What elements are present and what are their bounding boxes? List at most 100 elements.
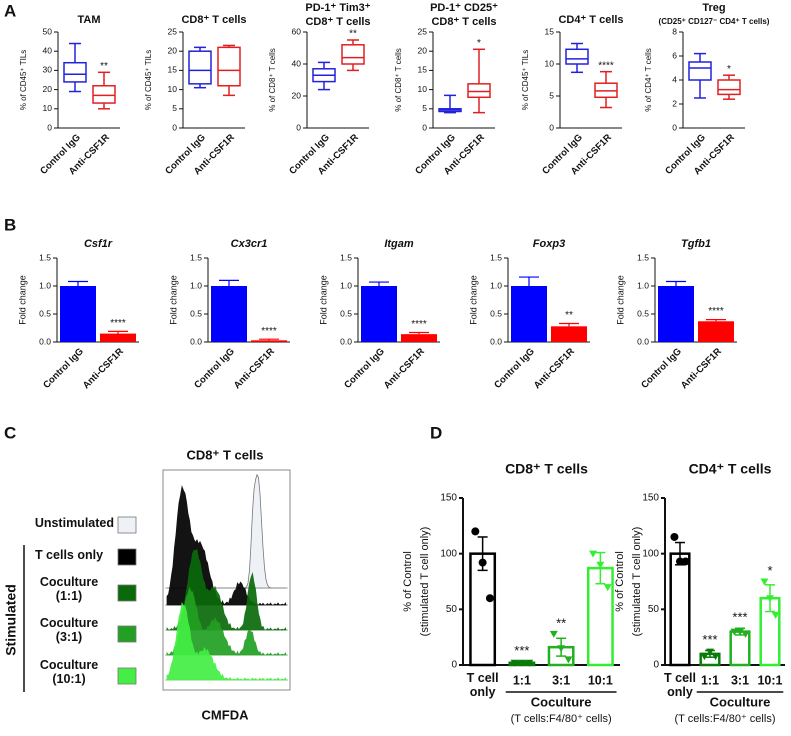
significance: *** xyxy=(732,610,747,625)
label-box: T cell only xyxy=(664,672,696,699)
x-tick-label: Anti-CSF1R xyxy=(382,346,427,391)
legend-swatch xyxy=(117,667,137,685)
y-axis-label: % of CD4⁺ T cells xyxy=(644,48,653,112)
bar xyxy=(698,321,734,342)
data-point xyxy=(596,561,605,569)
legend-swatch xyxy=(117,625,137,643)
chart-title: CD4⁺ T cells xyxy=(689,461,772,477)
data-point xyxy=(676,557,684,566)
y-tick-label: 1.0 xyxy=(637,280,649,290)
label-box: Coculture (3:1) xyxy=(39,617,99,644)
legend-swatch xyxy=(117,548,137,566)
y-tick-label: 1.5 xyxy=(190,252,202,262)
y-tick-label: 1.5 xyxy=(637,252,649,262)
x-tick-label: Control IgG xyxy=(492,346,537,391)
y-tick-label: 10 xyxy=(418,84,428,94)
legend-swatch xyxy=(117,584,137,602)
y-tick-label: 1.0 xyxy=(190,280,202,290)
y-tick-label: 40 xyxy=(292,58,302,68)
chart-title: CD8⁺ T cells xyxy=(305,16,370,28)
y-tick-label: 1.5 xyxy=(340,252,352,262)
y-tick-label: 0 xyxy=(653,660,659,671)
x-tick-label: Anti-CSF1R xyxy=(232,346,277,391)
y-tick-label: 40 xyxy=(43,45,53,55)
y-axis-label: Fold change xyxy=(318,275,328,325)
y-tick-label: 0.0 xyxy=(340,336,352,346)
significance: **** xyxy=(411,319,427,330)
bar xyxy=(361,286,397,342)
data-point xyxy=(471,527,480,536)
y-tick-label: 0 xyxy=(672,122,677,132)
panel-label: A xyxy=(4,1,16,20)
x-tick-label: Control IgG xyxy=(41,346,86,391)
data-point xyxy=(510,659,519,667)
y-tick-label: 1.5 xyxy=(39,252,51,262)
y-axis-label: Fold change xyxy=(615,275,625,325)
y-tick-label: 0.0 xyxy=(490,336,502,346)
box xyxy=(341,44,365,65)
x-axis-label: CMFDA xyxy=(202,707,250,722)
data-point xyxy=(711,653,720,661)
legend-label: T cells only xyxy=(34,549,104,562)
panel-label: C xyxy=(4,423,16,442)
y-tick-label: 150 xyxy=(440,493,457,504)
significance: **** xyxy=(110,318,126,329)
bar xyxy=(729,630,751,667)
data-point xyxy=(706,648,714,656)
legend-label: Coculture (3:1) xyxy=(39,617,99,644)
box xyxy=(92,85,116,104)
bar xyxy=(251,340,287,342)
significance: *** xyxy=(514,643,529,658)
bar xyxy=(511,286,547,342)
bar xyxy=(658,286,694,342)
significance: * xyxy=(477,38,481,49)
data-point xyxy=(549,630,558,638)
y-tick-label: 25 xyxy=(168,26,178,36)
y-tick-label: 15 xyxy=(168,65,178,75)
y-tick-label: 1.0 xyxy=(490,280,502,290)
chart-title: Treg xyxy=(702,2,725,14)
y-tick-label: 0.5 xyxy=(340,308,352,318)
x-tick-label: T cell only xyxy=(466,672,499,699)
y-axis-label: % of Control xyxy=(402,551,414,612)
significance: **** xyxy=(261,326,277,337)
label-box: T cells only xyxy=(34,549,104,562)
y-tick-label: 8 xyxy=(672,26,677,36)
x-tick-label: Control IgG xyxy=(342,346,387,391)
legend-label: Coculture (10:1) xyxy=(39,659,99,686)
bar xyxy=(401,334,437,342)
y-tick-label: 1.5 xyxy=(490,252,502,262)
y-tick-label: 0 xyxy=(549,122,554,132)
chart-title: CD8⁺ T cells xyxy=(505,461,588,477)
y-tick-label: 10 xyxy=(43,103,53,113)
data-point xyxy=(603,584,612,592)
data-point xyxy=(589,550,598,558)
y-tick-label: 5 xyxy=(422,103,427,113)
group-sublabel: (T cells:F4/80⁺ cells) xyxy=(511,713,612,725)
y-tick-label: 10 xyxy=(545,58,555,68)
y-tick-label: 5 xyxy=(549,90,554,100)
histogram-curve xyxy=(166,602,287,681)
significance: **** xyxy=(598,60,614,71)
data-point xyxy=(478,558,487,567)
y-tick-label: 0.0 xyxy=(190,336,202,346)
box xyxy=(467,83,491,99)
data-point xyxy=(736,628,744,636)
box xyxy=(565,48,589,65)
x-tick-label: 3:1 xyxy=(552,673,570,687)
data-point xyxy=(557,645,566,653)
significance: ** xyxy=(565,310,573,321)
chart-title: (CD25⁺ CD127⁻ CD4⁺ T cells) xyxy=(659,17,770,26)
chart-title: Itgam xyxy=(384,238,414,250)
y-tick-label: 20 xyxy=(168,45,178,55)
chart-title: PD-1⁺ Tim3⁺ xyxy=(305,2,370,14)
y-tick-label: 2 xyxy=(672,98,677,108)
data-point xyxy=(760,578,769,586)
data-point xyxy=(681,557,690,566)
legend-label: Coculture (1:1) xyxy=(39,576,99,603)
y-tick-label: 0.0 xyxy=(39,336,51,346)
data-point xyxy=(485,594,494,603)
label-box: T cell only xyxy=(466,672,499,699)
significance: *** xyxy=(702,632,717,647)
